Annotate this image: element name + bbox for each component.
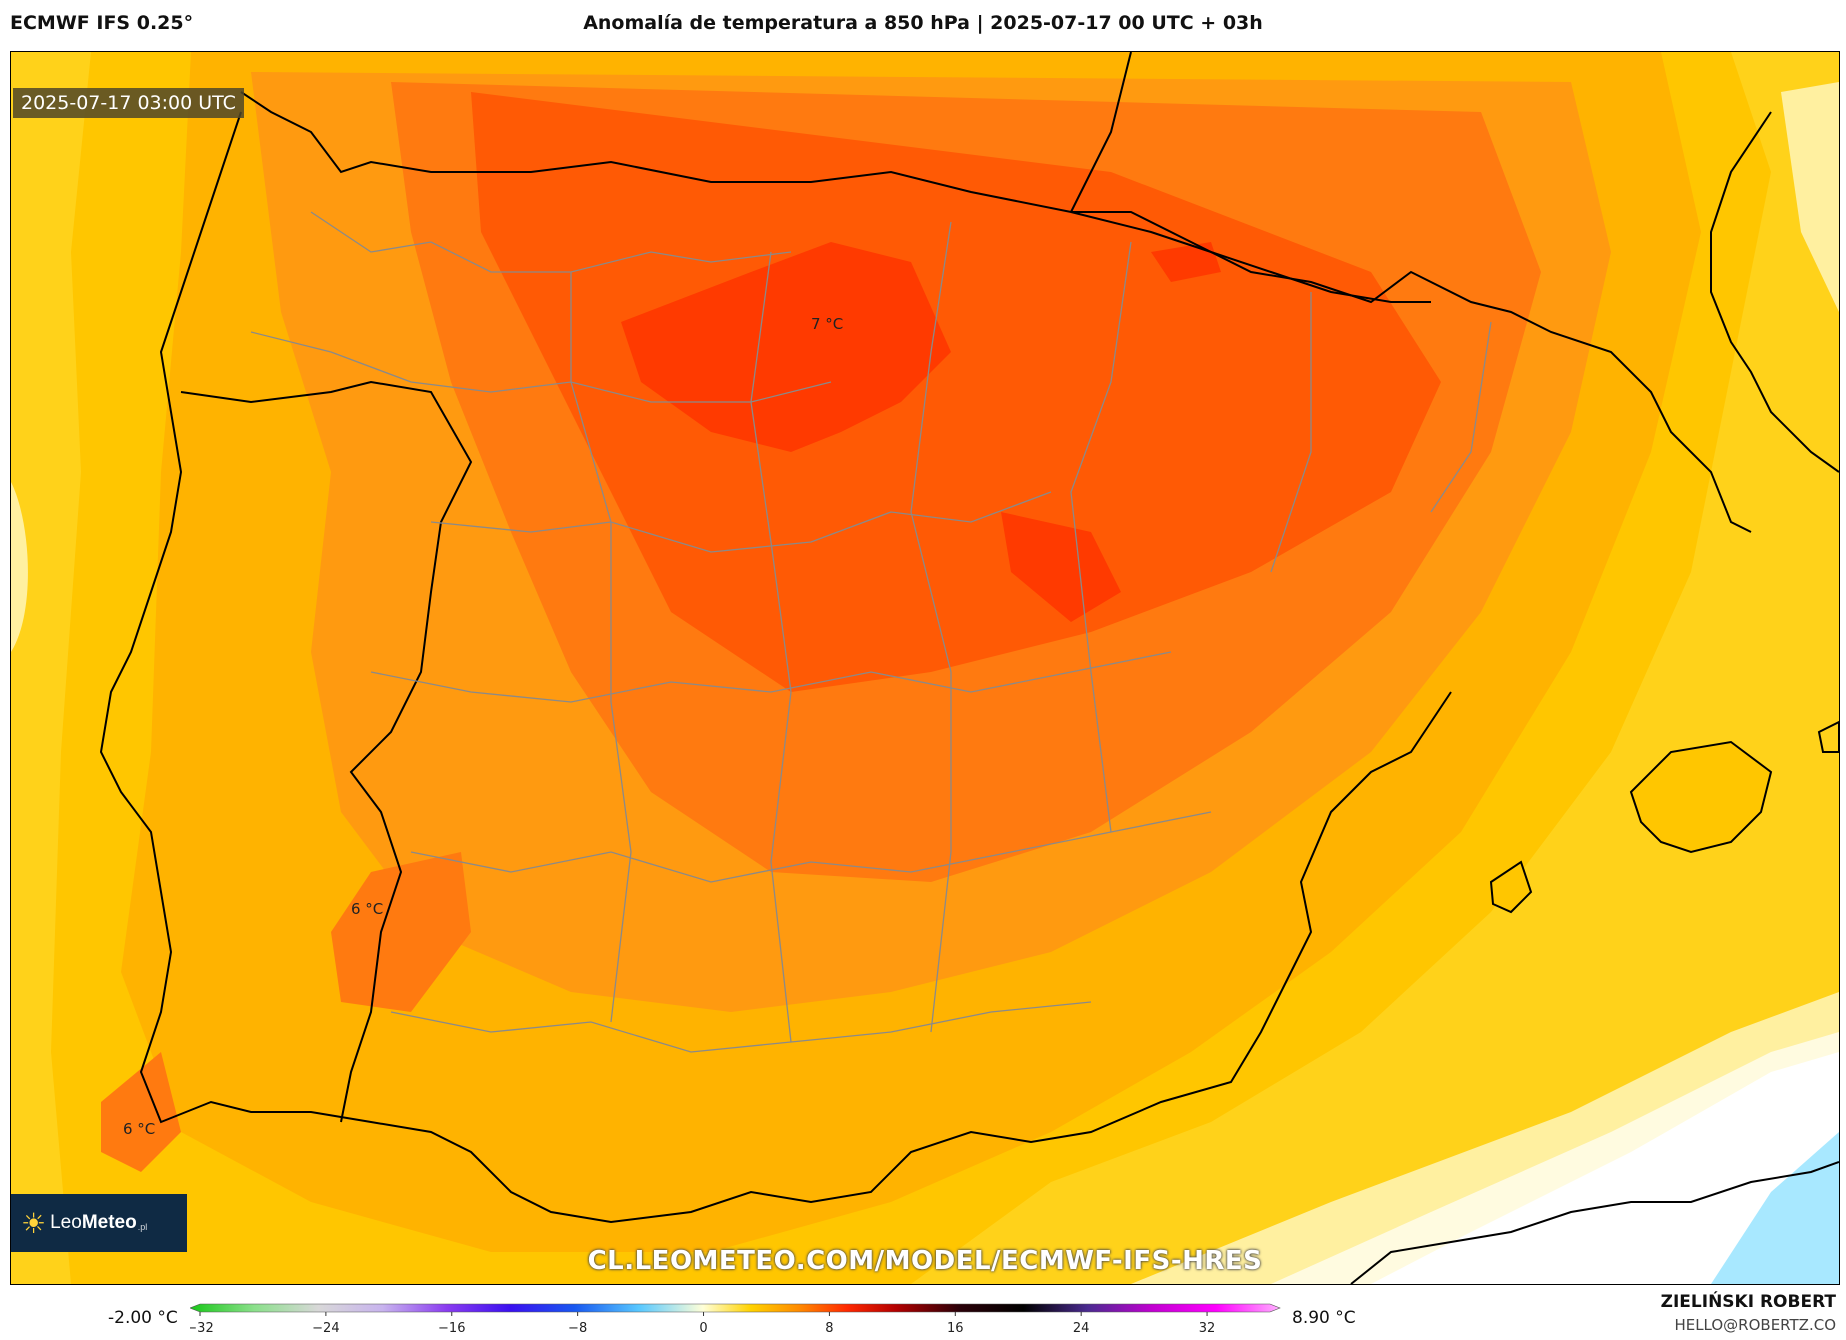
island-mallorca [1629, 740, 1773, 854]
author-credit: ZIELIŃSKI ROBERT [1660, 1292, 1836, 1312]
colorbar-tick-label: −8 [568, 1321, 587, 1336]
sun-icon: ☀ [21, 1207, 47, 1239]
leometeo-logo[interactable]: ☀ LeoMeteo .pl [11, 1194, 187, 1252]
coastline [99, 91, 1752, 1224]
valid-time-label: 2025-07-17 03:00 UTC [13, 88, 244, 118]
band-light-yellow-ne [1781, 82, 1839, 312]
map-frame[interactable]: 7 °C 6 °C 6 °C 2025-07-17 03:00 UTC ☀ Le… [10, 51, 1840, 1285]
island-menorca [1817, 720, 1839, 753]
contour-label-portugal: 6 °C [351, 900, 383, 918]
colorbar-max-label: 8.90 °C [1292, 1308, 1356, 1328]
colorbar-tick-label: 32 [1199, 1321, 1216, 1336]
colorbar-scale [190, 1303, 1281, 1313]
author-contact[interactable]: HELLO@ROBERTZ.CO [1674, 1316, 1836, 1334]
logo-text: LeoMeteo [50, 1212, 137, 1233]
contour-label-algarve: 6 °C [123, 1120, 155, 1138]
band-patch-portugal [331, 852, 471, 1012]
island-ibiza [1489, 860, 1533, 914]
province-borders [250, 211, 1492, 1053]
logo-tld: .pl [137, 1222, 148, 1232]
model-name: ECMWF IFS 0.25° [10, 12, 194, 34]
colorbar-tick-label: −32 [190, 1321, 214, 1336]
colorbar-tick-label: −24 [312, 1321, 339, 1336]
border-pyrenees [1070, 211, 1431, 303]
coast-africa [1350, 1161, 1839, 1284]
band-deep-red-core-3 [1151, 242, 1221, 282]
contour-label-north: 7 °C [811, 315, 843, 333]
band-patch-algarve [101, 1052, 181, 1172]
source-url-watermark: CL.LEOMETEO.COM/MODEL/ECMWF-IFS-HRES [587, 1246, 1263, 1276]
band-white-se [1371, 1052, 1839, 1284]
band-red-orange [471, 92, 1441, 692]
band-deep-red-core-2 [1001, 512, 1121, 622]
map-title: Anomalía de temperatura a 850 hPa | 2025… [583, 12, 1263, 34]
colorbar-tick-label: 24 [1073, 1321, 1090, 1336]
colorbar-tick-label: −16 [438, 1321, 465, 1336]
colorbar-tick-label: 16 [947, 1321, 964, 1336]
colorbar-tick-label: 8 [825, 1321, 833, 1336]
band-light-yellow-west [11, 482, 28, 652]
colorbar-min-label: -2.00 °C [108, 1308, 178, 1328]
band-deep-red-core-1 [621, 242, 951, 452]
colorbar: −32 −24 −16 −8 0 8 16 24 32 [190, 1303, 1281, 1336]
colorbar-tick-label: 0 [699, 1321, 707, 1336]
temperature-anomaly-map: 7 °C 6 °C 6 °C [11, 52, 1839, 1284]
coast-france [1070, 52, 1839, 473]
border-portugal-spain [180, 380, 473, 1123]
band-cyan-se [1711, 1132, 1839, 1284]
